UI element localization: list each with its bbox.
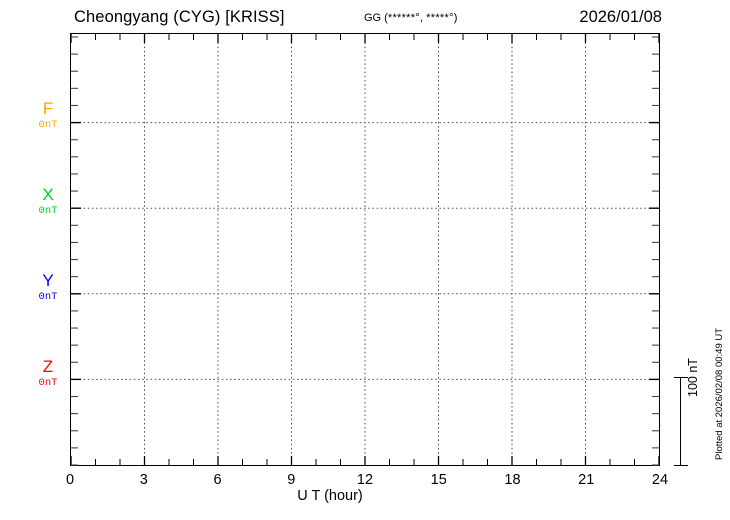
observation-date: 2026/01/08: [579, 8, 662, 26]
scale-bar-label: 100 nT: [686, 358, 700, 397]
axis-ticks: [70, 34, 660, 466]
geographic-coordinates: GG (******°, *****°): [364, 12, 457, 24]
component-traces: [71, 34, 659, 465]
x-tick-label: 15: [430, 472, 447, 488]
x-axis-title: U T (hour): [297, 488, 363, 504]
x-tick-label: 24: [651, 472, 669, 488]
component-baseline-z: 0nT: [38, 377, 58, 389]
component-label-x: X 0nT: [31, 186, 65, 217]
magnetogram-plot-area: [70, 33, 660, 466]
coord-system-label: GG: [364, 12, 382, 24]
plotted-timestamp: Plotted at 2026/02/08 00:49 UT: [714, 327, 725, 460]
coord-close-paren: ): [453, 12, 458, 24]
component-label-y: Y 0nT: [31, 272, 65, 303]
x-tick-label: 3: [139, 472, 148, 488]
component-letter-z: Z: [42, 357, 54, 376]
scale-bar-line: [680, 377, 682, 466]
amplitude-scale-bar: [674, 377, 688, 466]
component-label-z: Z 0nT: [31, 358, 65, 389]
latitude-value: ******°: [387, 12, 421, 24]
component-baseline-y: 0nT: [38, 291, 58, 303]
component-letter-y: Y: [42, 271, 54, 290]
x-tick-label: 0: [65, 472, 75, 488]
coord-separator: ,: [420, 12, 427, 24]
component-letter-f: F: [42, 99, 54, 118]
coord-open-paren: (: [381, 12, 388, 24]
component-baseline-x: 0nT: [38, 205, 58, 217]
scale-bar-bottom-cap: [674, 464, 688, 466]
x-tick-label: 18: [504, 472, 521, 488]
longitude-value: *****°: [426, 12, 454, 24]
gridlines: [71, 34, 659, 465]
component-baseline-f: 0nT: [38, 119, 58, 131]
x-tick-label: 9: [287, 472, 296, 488]
page-title: Cheongyang (CYG) [KRISS]: [74, 8, 285, 26]
component-letter-x: X: [42, 185, 54, 204]
component-label-f: F 0nT: [31, 100, 65, 131]
x-tick-label: 12: [356, 472, 374, 488]
x-tick-label: 6: [213, 472, 222, 488]
x-tick-label: 21: [578, 472, 595, 488]
